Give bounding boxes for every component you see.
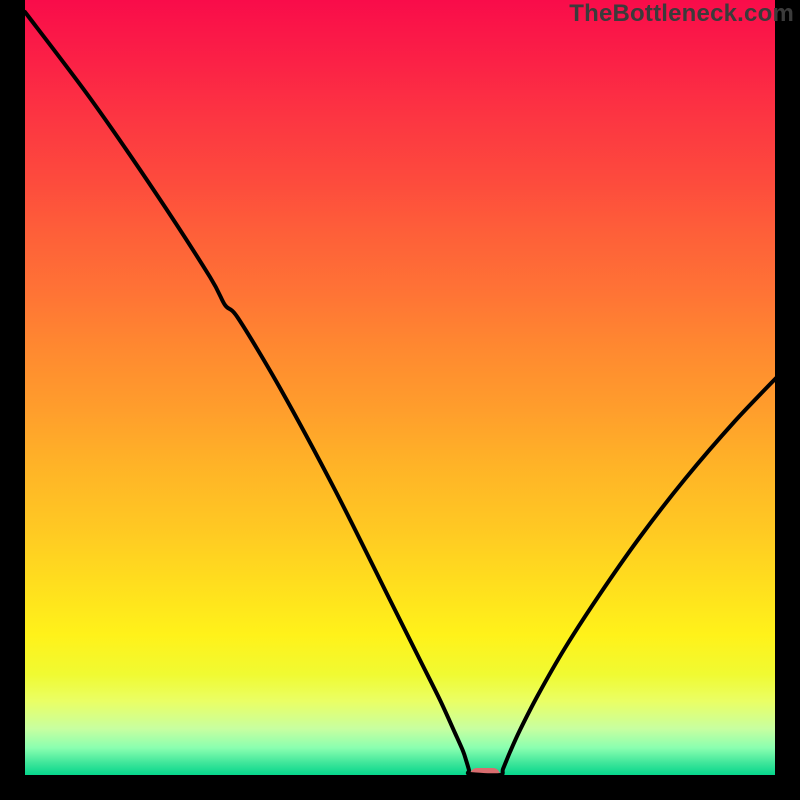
gradient-background	[0, 0, 800, 800]
border-right	[775, 0, 800, 800]
watermark-text: TheBottleneck.com	[569, 0, 794, 28]
border-bottom	[0, 775, 800, 800]
border-left	[0, 0, 25, 800]
bottleneck-chart: TheBottleneck.com	[0, 0, 800, 800]
